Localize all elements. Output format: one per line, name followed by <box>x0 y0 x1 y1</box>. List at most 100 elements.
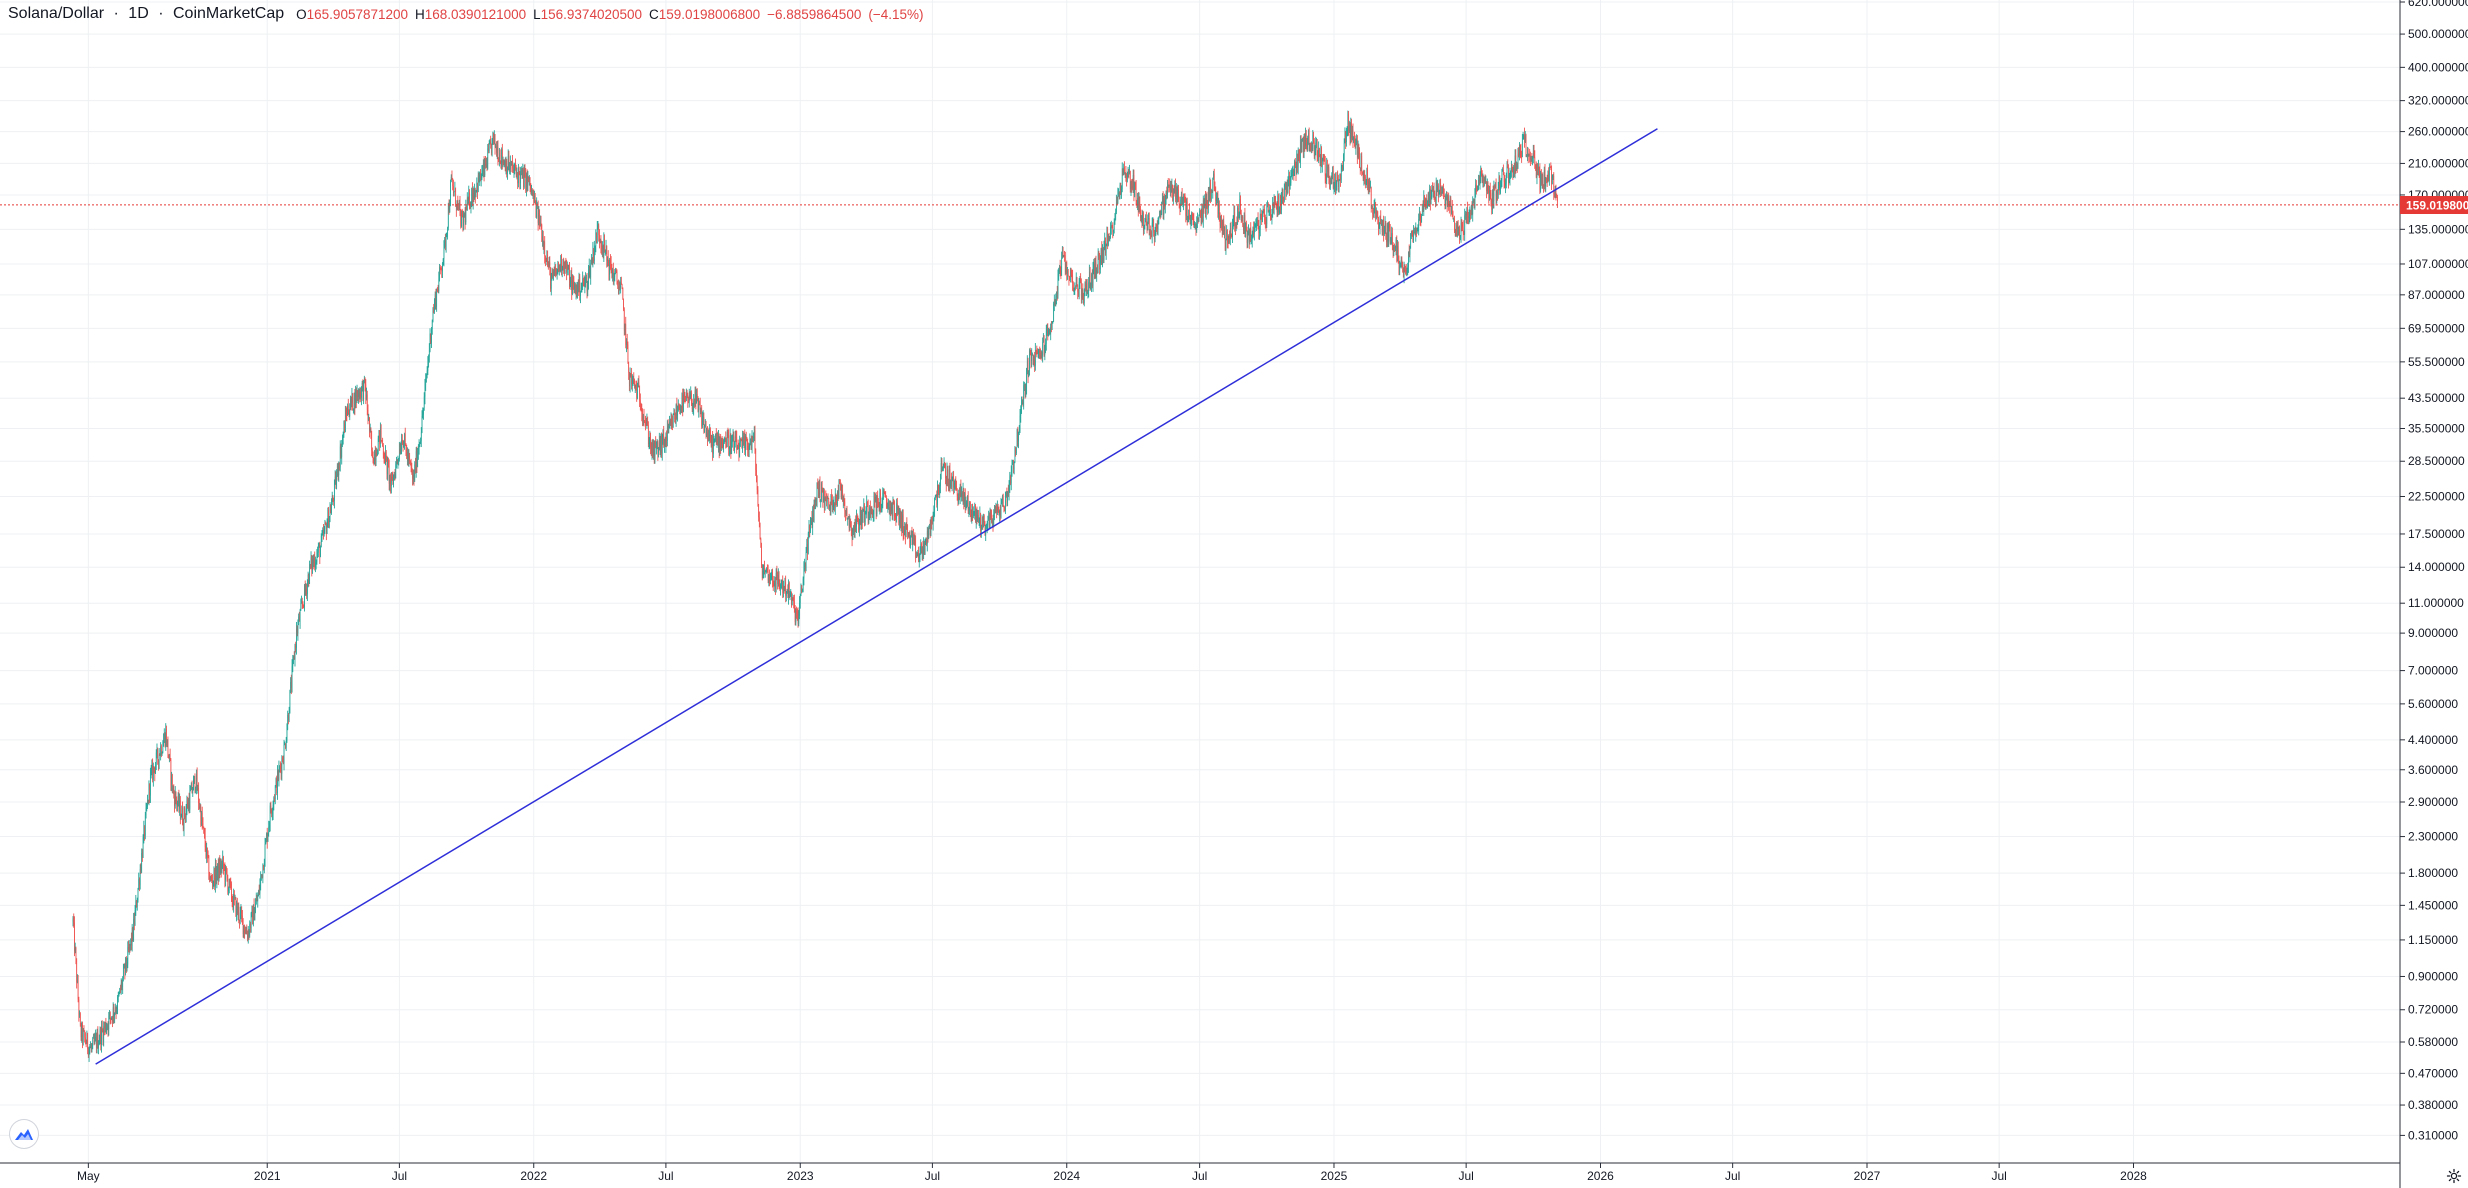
candle-body <box>1083 294 1084 303</box>
candle-body <box>234 894 235 899</box>
candle-body <box>1455 225 1457 231</box>
candle-body <box>294 645 296 660</box>
candle-body <box>1254 228 1255 234</box>
candle-body <box>293 655 294 661</box>
candle-body <box>248 931 250 936</box>
candle-body <box>82 1024 83 1042</box>
candle-body <box>534 196 536 203</box>
candle-body <box>627 344 629 363</box>
candle-body <box>1303 136 1305 153</box>
candle-body <box>964 493 966 508</box>
trendline-drawing[interactable] <box>95 128 1658 1065</box>
candle-body <box>888 500 890 514</box>
candle-body <box>303 604 305 607</box>
candle-body <box>220 863 222 871</box>
candle-body <box>1053 300 1055 304</box>
candle-body <box>1179 204 1181 208</box>
candle-body <box>995 506 997 513</box>
candle-body <box>1200 210 1201 212</box>
candle-body <box>641 410 643 414</box>
candle-body <box>1329 181 1331 189</box>
candle-body <box>917 552 919 554</box>
time-axis[interactable]: May 2021 Jul 2022 Jul 2023 Jul 2024 Jul 2025 Jul 20… <box>77 1163 2147 1183</box>
candle-body <box>1405 270 1407 273</box>
candle-body <box>385 452 387 456</box>
candle-body <box>709 430 711 441</box>
candle-body <box>1366 168 1368 181</box>
candle-body <box>319 544 321 558</box>
candle-body <box>540 222 542 226</box>
candle-body <box>649 436 651 444</box>
candle-body <box>430 333 432 343</box>
trendline[interactable] <box>95 128 1658 1065</box>
grid-lines <box>0 0 2400 1163</box>
candle-body <box>864 505 865 522</box>
candle-body <box>100 1029 102 1046</box>
candle-body <box>1444 196 1446 205</box>
candle-body <box>1162 197 1163 203</box>
candle-body <box>671 418 673 423</box>
candle-body <box>454 188 456 192</box>
candle-body <box>1081 289 1083 299</box>
candle-body <box>862 510 864 523</box>
gear-icon[interactable] <box>2444 1166 2464 1186</box>
candle-body <box>562 259 564 270</box>
candle-body <box>1051 324 1052 325</box>
candle-body <box>659 439 661 452</box>
candle-body <box>290 681 292 689</box>
tradingview-logo-icon[interactable] <box>10 1120 38 1148</box>
candle-body <box>1475 184 1476 191</box>
candle-body <box>429 333 431 350</box>
candle-body <box>407 452 408 459</box>
price-tick-label: 4.400000 <box>2408 733 2458 747</box>
candle-body <box>907 532 909 537</box>
candle-body <box>1177 189 1179 198</box>
candle-body <box>997 505 998 513</box>
candle-body <box>1446 191 1448 206</box>
candle-body <box>591 258 593 264</box>
candle-body <box>733 435 735 451</box>
candle-body <box>1292 171 1293 174</box>
candle-body <box>921 548 923 554</box>
candle-body <box>134 910 136 925</box>
candle-body <box>634 380 635 386</box>
candle-body <box>662 432 664 438</box>
candle-body <box>266 833 267 840</box>
settings-gear-icon <box>2446 1168 2462 1184</box>
time-tick-label: Jul <box>1725 1169 1740 1183</box>
legend-header[interactable]: Solana/Dollar · 1D · CoinMarketCap O165.… <box>8 4 924 24</box>
price-axis[interactable]: 620.000000500.000000400.000000320.000000… <box>2400 0 2468 1142</box>
candle-body <box>126 964 128 967</box>
candle-body <box>1091 274 1093 286</box>
candle-body <box>1352 129 1354 142</box>
candle-body <box>1245 222 1246 234</box>
candle-body <box>1004 509 1006 511</box>
candle-body <box>1524 134 1525 142</box>
candle-body <box>1488 188 1490 198</box>
candle-body <box>1047 327 1049 337</box>
candle-body <box>1067 270 1068 274</box>
candle-body <box>559 265 561 272</box>
candle-body <box>652 441 654 457</box>
candle-body <box>1531 156 1533 159</box>
candle-body <box>537 203 539 224</box>
candle-body <box>834 494 836 508</box>
candle-body <box>607 256 609 266</box>
candle-body <box>1361 155 1363 173</box>
candle-body <box>1114 216 1116 223</box>
candle-body <box>598 225 600 236</box>
candle-body <box>600 239 602 248</box>
candle-body <box>354 393 356 409</box>
candle-body <box>900 515 902 527</box>
candle-body <box>1300 141 1302 153</box>
candle-body <box>719 436 721 451</box>
candle-body <box>884 493 886 497</box>
candle-body <box>1392 233 1393 246</box>
candle-body <box>602 246 603 250</box>
candle-body <box>479 171 481 183</box>
candle-body <box>1208 187 1210 196</box>
candle-body <box>1503 169 1504 174</box>
candle-body <box>925 539 927 541</box>
symbol-title[interactable]: Solana/Dollar · 1D · CoinMarketCap <box>8 5 284 23</box>
